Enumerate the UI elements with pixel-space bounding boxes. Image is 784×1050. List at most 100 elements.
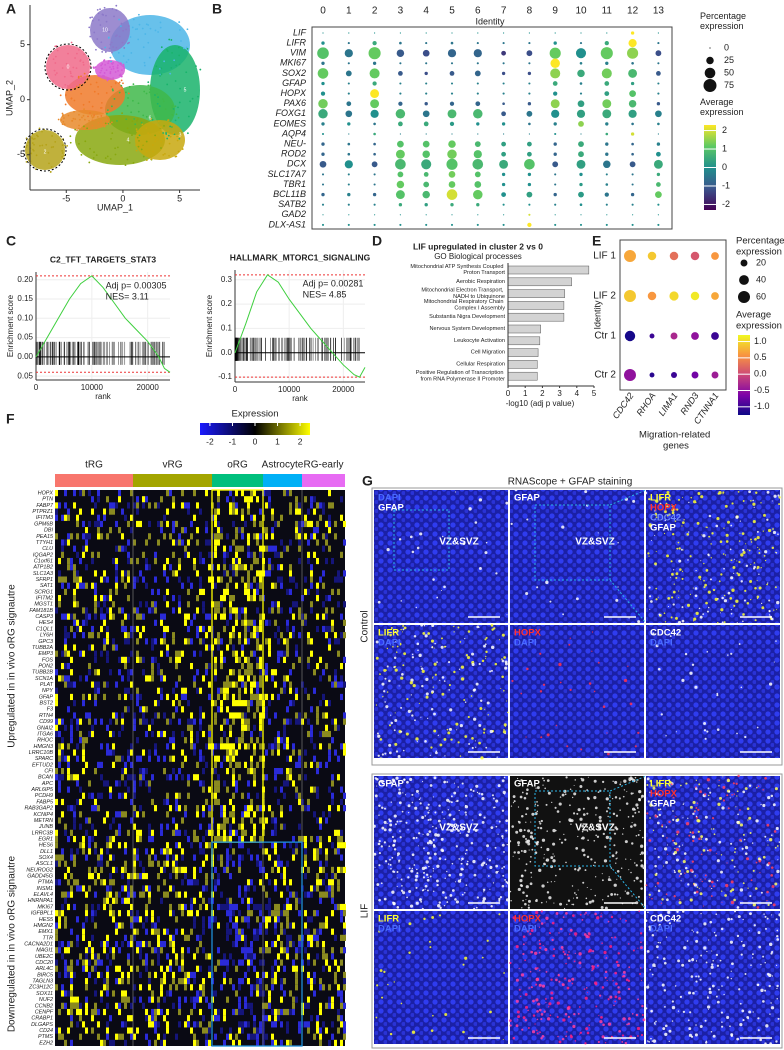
dot <box>657 142 660 145</box>
y-tick-label: 0.20 <box>17 275 33 284</box>
heatmap-cell <box>163 564 166 570</box>
heatmap-cell <box>61 1003 64 1009</box>
heatmap-cell <box>88 848 91 854</box>
stain-label: DAPI <box>650 638 673 649</box>
heatmap-cell <box>121 990 124 996</box>
category-label: Aerobic Respiration <box>456 279 505 285</box>
heatmap-cell <box>301 719 304 725</box>
heatmap-cell <box>88 644 91 650</box>
heatmap-cell <box>82 700 85 706</box>
heatmap-cell <box>61 546 64 552</box>
legend-label: 50 <box>724 67 734 77</box>
heatmap-cell <box>73 620 76 626</box>
umap-cell <box>78 143 80 145</box>
dot <box>400 133 401 134</box>
heatmap-cell <box>73 749 76 755</box>
heatmap-cell <box>283 904 286 910</box>
heatmap-cell <box>115 583 118 589</box>
heatmap-cell <box>94 595 97 601</box>
chart-subtitle: GO Biological processes <box>434 252 522 261</box>
signal <box>768 599 770 601</box>
heatmap-cell <box>337 774 340 780</box>
umap-cell <box>157 96 159 98</box>
heatmap-cell <box>229 638 232 644</box>
heatmap-cell <box>76 552 79 558</box>
umap-cell <box>80 93 82 95</box>
heatmap-cell <box>181 774 184 780</box>
heatmap-cell <box>196 731 199 737</box>
heatmap-cell <box>112 854 115 860</box>
heatmap-cell <box>169 533 172 539</box>
signal <box>549 601 551 603</box>
heatmap-cell <box>328 966 331 972</box>
heatmap-cell <box>259 984 262 990</box>
signal <box>444 646 446 648</box>
umap-cell <box>52 146 54 148</box>
heatmap-cell <box>259 614 262 620</box>
heatmap-cell <box>271 533 274 539</box>
heatmap-cell <box>91 904 94 910</box>
y-tick-label: 0.3 <box>221 275 233 284</box>
umap-cell <box>182 148 184 150</box>
umap-cell <box>99 72 101 74</box>
signal <box>675 577 677 579</box>
heatmap-cell <box>202 898 205 904</box>
heatmap-cell <box>319 502 322 508</box>
heatmap-cell <box>244 743 247 749</box>
heatmap-cell <box>136 910 139 916</box>
signal <box>678 499 680 501</box>
heatmap-cell <box>178 997 181 1003</box>
heatmap-cell <box>58 780 61 786</box>
heatmap-cell <box>145 1009 148 1015</box>
heatmap-cell <box>103 694 106 700</box>
heatmap-cell <box>106 811 109 817</box>
heatmap-cell <box>61 941 64 947</box>
heatmap-cell <box>247 533 250 539</box>
heatmap-cell <box>208 552 211 558</box>
signal <box>695 570 696 571</box>
dot <box>477 42 479 44</box>
signal <box>431 646 433 648</box>
gene-label: DCX <box>287 159 307 169</box>
heatmap-cell <box>295 848 298 854</box>
colorbar-label: 0.0 <box>754 369 767 379</box>
umap-cell <box>105 15 107 17</box>
heatmap-cell <box>136 576 139 582</box>
heatmap-cell <box>250 682 253 688</box>
heatmap-cell <box>88 885 91 891</box>
dot <box>472 159 483 170</box>
heatmap-cell <box>292 626 295 632</box>
heatmap-cell <box>286 916 289 922</box>
signal <box>655 588 657 590</box>
umap-cell <box>73 111 75 113</box>
dot <box>395 159 406 170</box>
umap-cell <box>72 76 74 78</box>
heatmap-cell <box>340 614 343 620</box>
heatmap-cell <box>319 842 322 848</box>
signal <box>708 591 711 594</box>
heatmap-cell <box>253 1027 256 1033</box>
signal <box>406 732 409 735</box>
heatmap-cell <box>214 793 217 799</box>
umap-cell <box>189 100 191 102</box>
heatmap-cell <box>193 916 196 922</box>
heatmap-cell <box>316 793 319 799</box>
heatmap-cell <box>256 583 259 589</box>
heatmap-cell <box>250 854 253 860</box>
heatmap-cell <box>274 922 277 928</box>
dot <box>554 183 556 185</box>
signal <box>754 587 757 590</box>
heatmap-cell <box>232 712 235 718</box>
signal <box>706 730 708 732</box>
heatmap-cell <box>187 576 190 582</box>
heatmap-cell <box>139 694 142 700</box>
heatmap-cell <box>124 842 127 848</box>
heatmap-cell <box>232 682 235 688</box>
umap-cell <box>199 69 201 71</box>
dot <box>601 47 613 59</box>
heatmap-cell <box>118 496 121 502</box>
gene-label: HOPX <box>280 88 307 98</box>
umap-cell <box>172 105 174 107</box>
heatmap-cell <box>250 960 253 966</box>
heatmap-cell <box>73 595 76 601</box>
